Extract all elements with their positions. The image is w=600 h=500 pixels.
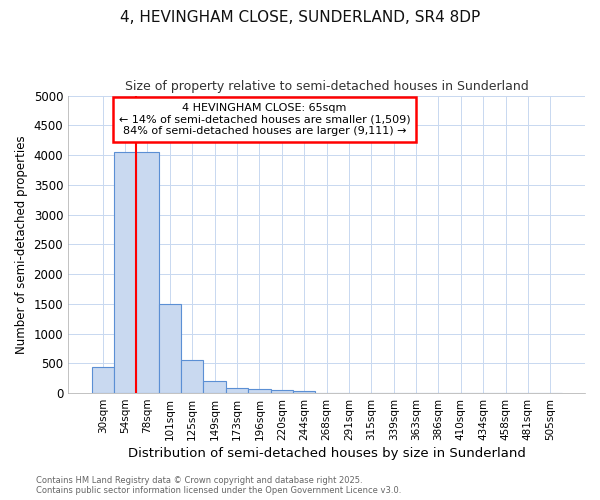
Text: Contains HM Land Registry data © Crown copyright and database right 2025.
Contai: Contains HM Land Registry data © Crown c…	[36, 476, 401, 495]
Bar	[136, 152, 158, 393]
Bar	[293, 391, 316, 393]
Bar	[92, 368, 114, 393]
Bar	[248, 389, 271, 393]
Bar	[226, 388, 248, 393]
Text: 4 HEVINGHAM CLOSE: 65sqm
← 14% of semi-detached houses are smaller (1,509)
84% o: 4 HEVINGHAM CLOSE: 65sqm ← 14% of semi-d…	[119, 103, 410, 136]
Bar	[271, 390, 293, 393]
Bar	[158, 304, 181, 393]
Y-axis label: Number of semi-detached properties: Number of semi-detached properties	[15, 135, 28, 354]
X-axis label: Distribution of semi-detached houses by size in Sunderland: Distribution of semi-detached houses by …	[128, 447, 526, 460]
Bar	[203, 381, 226, 393]
Bar	[114, 152, 136, 393]
Title: Size of property relative to semi-detached houses in Sunderland: Size of property relative to semi-detach…	[125, 80, 529, 93]
Bar	[181, 360, 203, 393]
Text: 4, HEVINGHAM CLOSE, SUNDERLAND, SR4 8DP: 4, HEVINGHAM CLOSE, SUNDERLAND, SR4 8DP	[120, 10, 480, 25]
